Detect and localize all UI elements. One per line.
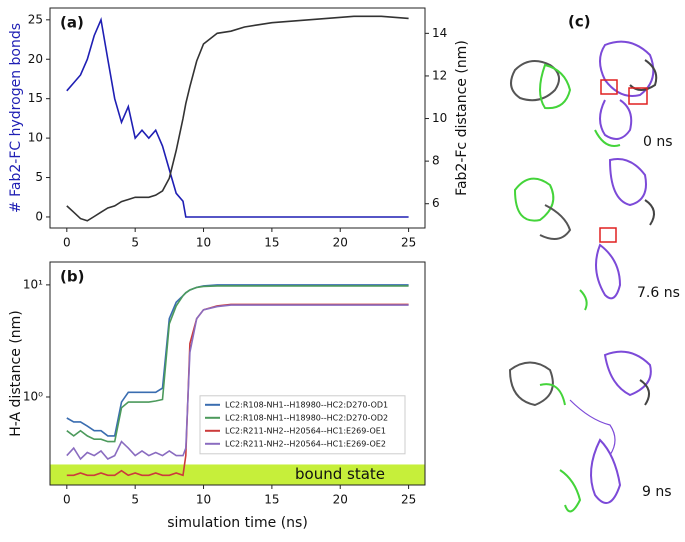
legend-entry: LC2:R108-NH1--H18980--HC2:D270-OD2 (225, 413, 388, 422)
y-tick-label: 15 (28, 91, 43, 105)
shaded-region (50, 464, 425, 485)
legend-entry: LC2:R211-NH2--H20564--HC1:E269-OE1 (225, 426, 386, 435)
frame-label: 7.6 ns (637, 285, 680, 301)
legend-entry: LC2:R211-NH2--H20564--HC1:E269-OE2 (225, 439, 386, 448)
x-tick-label: 20 (333, 236, 348, 250)
x-tick-label: 25 (401, 236, 416, 250)
x-tick-label: 0 (63, 493, 71, 507)
x-tick-label: 15 (264, 236, 279, 250)
y-tick-label: 10¹ (23, 277, 43, 291)
legend-box (199, 395, 406, 455)
y-axis-label: # Fab2-FC hydrogen bonds (8, 23, 24, 213)
structure-drawings (508, 40, 658, 513)
x-tick-label: 10 (196, 236, 211, 250)
y2-tick-label: 10 (432, 111, 447, 125)
y2-tick-label: 14 (432, 26, 447, 40)
x-tick-label: 10 (196, 493, 211, 507)
plot-frame (49, 7, 426, 229)
y2-tick-label: 6 (432, 196, 440, 210)
x-tick-label: 25 (401, 493, 416, 507)
y-tick-label: 0 (35, 209, 43, 223)
y-tick-label: 25 (28, 12, 43, 26)
y-tick-label: 10⁰ (23, 389, 43, 403)
panel-label: (b) (60, 268, 84, 286)
series-line (66, 285, 409, 443)
y-tick-label: 10 (28, 131, 43, 145)
x-tick-label: 20 (333, 493, 348, 507)
panel-label: (a) (60, 14, 84, 32)
region-label: bound state (295, 465, 385, 483)
x-tick-label: 5 (131, 236, 139, 250)
series-line (66, 284, 409, 437)
x-axis-label: simulation time (ns) (167, 515, 308, 531)
y2-axis-label: Fab2-Fc distance (nm) (454, 40, 470, 196)
frame-label: 0 ns (643, 134, 673, 150)
x-tick-label: 15 (264, 493, 279, 507)
legend-entry: LC2:R108-NH1--H18980--HC2:D270-OD1 (225, 400, 388, 409)
plot-frame (49, 261, 426, 486)
x-tick-label: 5 (131, 493, 139, 507)
y2-tick-label: 12 (432, 68, 447, 82)
y-tick-label: 20 (28, 52, 43, 66)
y-tick-label: 5 (35, 170, 43, 184)
frame-label: 9 ns (642, 484, 672, 500)
series-line (66, 15, 409, 222)
series-line (66, 304, 409, 461)
y2-tick-label: 8 (432, 154, 440, 168)
panel-label: (c) (568, 13, 591, 31)
series-line (66, 17, 409, 218)
x-tick-label: 0 (63, 236, 71, 250)
y-axis-label: H-A distance (nm) (8, 310, 24, 437)
